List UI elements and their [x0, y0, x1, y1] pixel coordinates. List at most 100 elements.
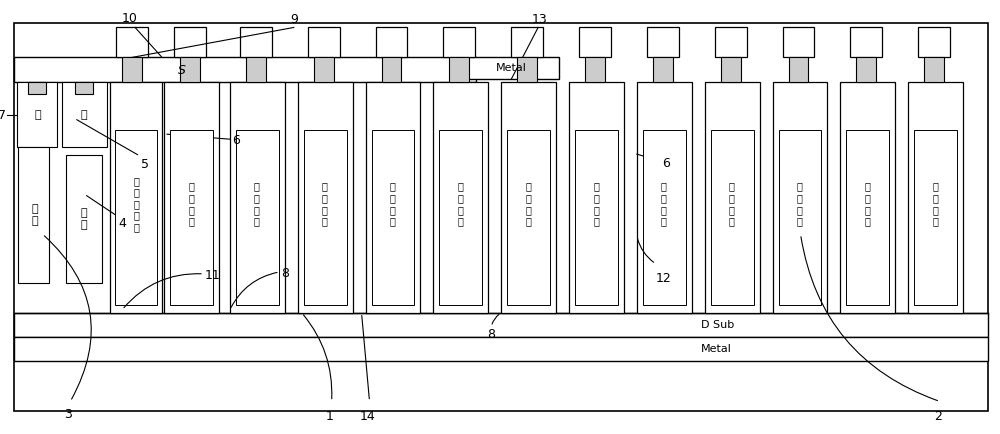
Bar [122, 57, 142, 82]
Bar [115, 130, 157, 305]
Text: 8: 8 [487, 328, 495, 341]
Bar [314, 57, 334, 82]
Bar [721, 57, 741, 82]
Bar [585, 57, 605, 82]
Text: 多
晶
浮
空: 多 晶 浮 空 [932, 182, 938, 227]
Text: 12: 12 [656, 272, 672, 285]
Bar [517, 57, 537, 82]
Bar [164, 82, 219, 313]
Bar [180, 57, 200, 82]
Bar [924, 57, 944, 82]
Bar [914, 130, 957, 305]
Bar [14, 313, 988, 337]
Bar [308, 27, 340, 57]
Text: 多
晶
浮
空: 多 晶 浮 空 [390, 182, 395, 227]
Text: 多
晶
浮
空: 多 晶 浮 空 [188, 182, 194, 227]
Text: 8: 8 [281, 267, 289, 280]
Bar [846, 130, 889, 305]
Bar [433, 82, 488, 313]
Text: 6: 6 [662, 157, 670, 170]
Bar [575, 130, 618, 305]
Bar [579, 27, 611, 57]
Text: 2: 2 [934, 410, 942, 423]
Text: Metal: Metal [496, 63, 527, 73]
Bar [174, 27, 206, 57]
Bar [464, 57, 559, 79]
Text: 栅: 栅 [34, 110, 41, 120]
Bar [230, 82, 285, 313]
Bar [773, 82, 827, 313]
Bar [298, 82, 353, 313]
Text: 3: 3 [64, 408, 72, 421]
Bar [501, 82, 556, 313]
Bar [170, 130, 213, 305]
Text: 多
晶
浮
空: 多 晶 浮 空 [864, 182, 870, 227]
Text: 6: 6 [232, 134, 240, 147]
Bar [779, 130, 821, 305]
Bar [908, 82, 963, 313]
Bar [705, 82, 760, 313]
Bar [637, 82, 692, 313]
Text: 源
极: 源 极 [31, 204, 38, 226]
Text: 多
晶
浮
空: 多 晶 浮 空 [729, 182, 735, 227]
Text: 13: 13 [531, 13, 547, 26]
Text: 多
晶
浮
空: 多 晶 浮 空 [797, 182, 802, 227]
Bar [116, 27, 148, 57]
Bar [507, 130, 550, 305]
Bar [75, 82, 93, 94]
Bar [28, 82, 46, 94]
Bar [62, 82, 107, 147]
Text: 多
晶
浮
空: 多 晶 浮 空 [593, 182, 599, 227]
Bar [840, 82, 895, 313]
Bar [647, 27, 679, 57]
Bar [18, 147, 49, 283]
Bar [17, 82, 57, 147]
Bar [850, 27, 882, 57]
Bar [376, 27, 407, 57]
Bar [918, 27, 950, 57]
Bar [304, 130, 347, 305]
Bar [439, 130, 482, 305]
Bar [14, 337, 988, 361]
Bar [643, 130, 686, 305]
Bar [783, 27, 814, 57]
Text: 多
晶
浮
空: 多 晶 浮 空 [322, 182, 328, 227]
Text: 多
晶
浮
空: 多 晶 浮 空 [525, 182, 531, 227]
Text: 11: 11 [205, 270, 221, 283]
Bar [246, 57, 266, 82]
Text: Metal: Metal [701, 344, 732, 354]
Text: 14: 14 [360, 410, 375, 423]
Bar [856, 57, 876, 82]
Bar [449, 57, 469, 82]
Text: 源
极: 源 极 [81, 208, 88, 230]
Bar [711, 130, 754, 305]
Bar [236, 130, 279, 305]
Text: 4: 4 [118, 217, 126, 230]
Bar [653, 57, 673, 82]
Text: 多
晶
浮
空: 多 晶 浮 空 [457, 182, 463, 227]
Text: 多
晶
浮
空: 多 晶 浮 空 [254, 182, 260, 227]
Bar [66, 155, 102, 283]
Text: S: S [178, 64, 186, 77]
Bar [372, 130, 414, 305]
Bar [789, 57, 808, 82]
Bar [110, 82, 162, 313]
Bar [14, 57, 476, 82]
Bar [511, 27, 543, 57]
Text: 栅: 栅 [81, 110, 88, 120]
Bar [240, 27, 272, 57]
Bar [443, 27, 475, 57]
Bar [366, 82, 420, 313]
Text: 10: 10 [121, 13, 137, 26]
Text: 多
晶
浮
空: 多 晶 浮 空 [661, 182, 667, 227]
Text: 多
晶
接
源
极: 多 晶 接 源 极 [133, 176, 139, 232]
Bar [14, 23, 988, 411]
Text: 1: 1 [326, 410, 334, 423]
Text: 7: 7 [0, 109, 6, 122]
Bar [715, 27, 747, 57]
Text: D Sub: D Sub [701, 320, 734, 330]
Bar [569, 82, 624, 313]
Bar [382, 57, 401, 82]
Text: 5: 5 [141, 158, 149, 171]
Text: 9: 9 [290, 13, 298, 26]
